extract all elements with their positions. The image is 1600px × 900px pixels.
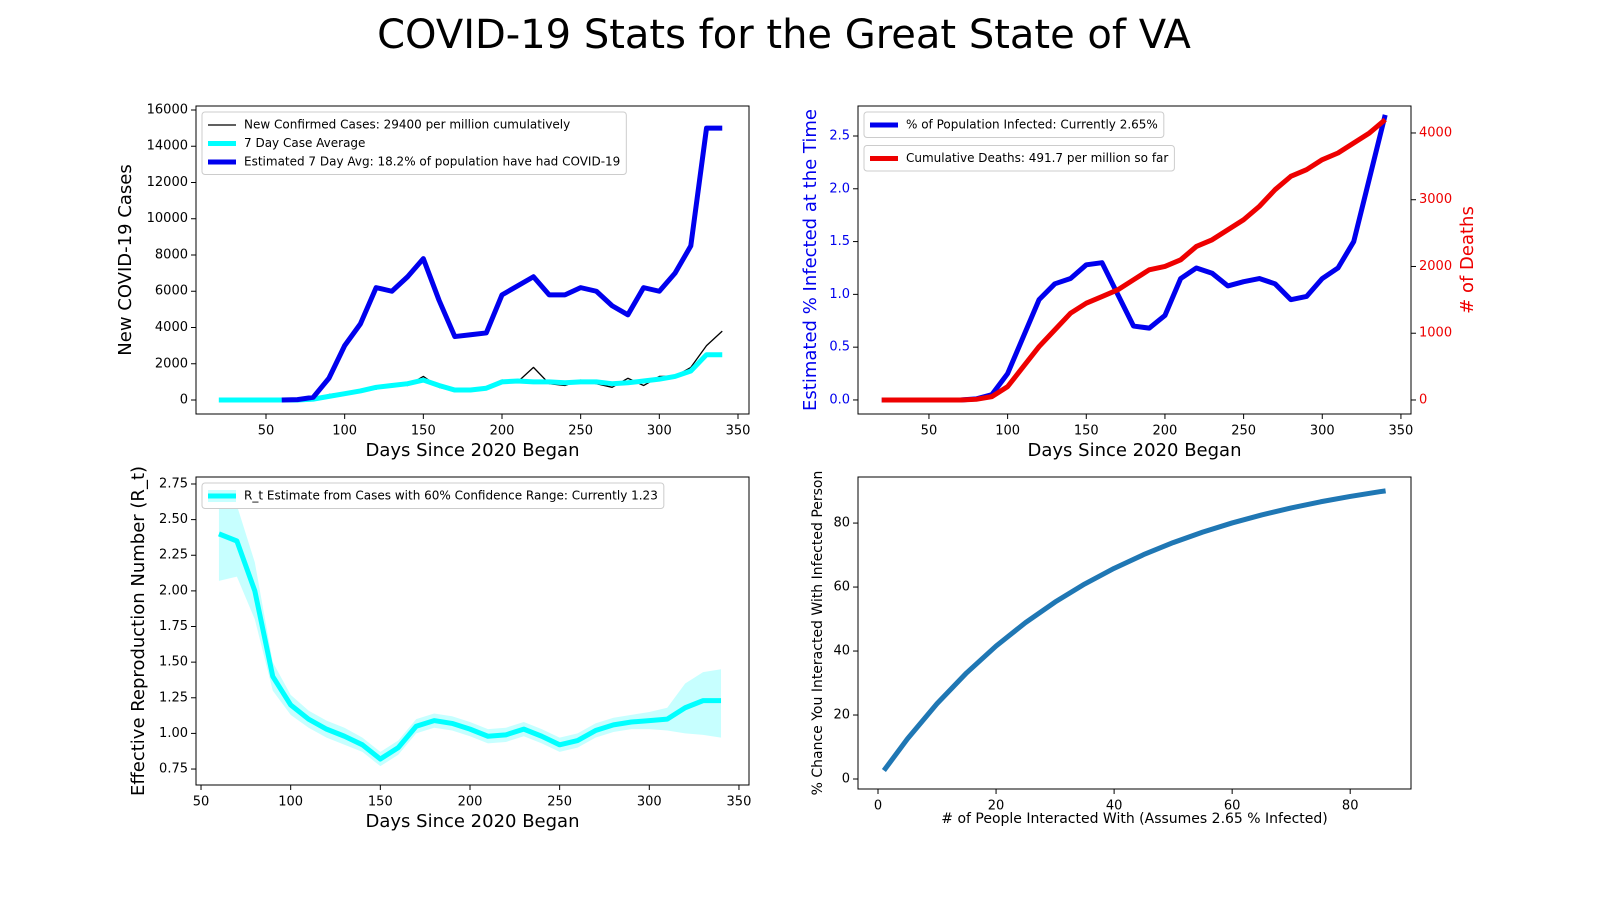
x-tick-label: 300 xyxy=(637,795,662,810)
x-tick-label: 350 xyxy=(727,795,752,810)
y-tick-label: 2000 xyxy=(155,356,188,371)
y-tick-label: 1.00 xyxy=(159,726,188,741)
x-tick-label: 250 xyxy=(1231,424,1256,439)
y-tick-label: 0.0 xyxy=(829,392,850,407)
x-axis-label: Days Since 2020 Began xyxy=(366,440,580,461)
series-line xyxy=(881,488,1386,773)
x-tick-label: 60 xyxy=(1224,799,1241,814)
y-tick-label: 80 xyxy=(833,516,850,531)
y-tick-label: 20 xyxy=(833,708,850,723)
legend-label: % of Population Infected: Currently 2.65… xyxy=(906,118,1158,132)
y-axis-label: Estimated % Infected at the Time xyxy=(800,109,821,411)
x-tick-label: 80 xyxy=(1342,799,1359,814)
x-tick-label: 200 xyxy=(1153,424,1178,439)
chart-panel: 50 100 150 200 250 300 350 0 2000 4000 6000 8000 100… xyxy=(115,102,750,461)
y-tick-label: 1.25 xyxy=(159,690,188,705)
y-tick-label: 12000 xyxy=(147,175,188,190)
y-tick-label: 2.5 xyxy=(829,128,850,143)
plot-frame xyxy=(195,105,750,415)
x-tick-label: 300 xyxy=(1310,424,1335,439)
y2-tick-label: 3000 xyxy=(1419,192,1452,207)
x-tick-label: 350 xyxy=(1389,424,1414,439)
legend-label: Cumulative Deaths: 491.7 per million so … xyxy=(906,151,1168,165)
x-axis-label: # of People Interacted With (Assumes 2.6… xyxy=(941,811,1327,827)
x-tick-label: 150 xyxy=(411,424,436,439)
y2-tick-label: 0 xyxy=(1419,392,1427,407)
y-tick-label: 2.50 xyxy=(159,512,188,527)
y2-axis-label: # of Deaths xyxy=(1457,206,1478,314)
x-tick-label: 100 xyxy=(995,424,1020,439)
y-tick-label: 2.75 xyxy=(159,476,188,491)
legend: R_t Estimate from Cases with 60% Confide… xyxy=(201,482,665,509)
series-line xyxy=(281,125,723,403)
y-tick-label: 0 xyxy=(180,393,188,408)
series-line xyxy=(218,531,722,762)
y2-tick-label: 1000 xyxy=(1419,326,1452,341)
y2-tick-label: 2000 xyxy=(1419,259,1452,274)
y-tick-label: 2.0 xyxy=(829,181,850,196)
y-tick-label: 1.5 xyxy=(829,234,850,249)
x-tick-label: 350 xyxy=(726,424,751,439)
legend: % of Population Infected: Currently 2.65… xyxy=(863,111,1165,138)
x-tick-label: 150 xyxy=(1074,424,1099,439)
plot-frame xyxy=(857,105,1412,415)
y-tick-label: 10000 xyxy=(147,211,188,226)
figure-title: COVID-19 Stats for the Great State of VA xyxy=(377,12,1191,58)
y-tick-label: 0 xyxy=(842,772,850,787)
x-tick-label: 300 xyxy=(647,424,672,439)
y-axis-label: New COVID-19 Cases xyxy=(115,164,136,355)
x-tick-label: 40 xyxy=(1106,799,1123,814)
chart-panel: 0 20 40 60 80 0 20 40 60 80 # of People Interacted… xyxy=(810,471,1412,827)
x-tick-label: 100 xyxy=(278,795,303,810)
x-tick-label: 50 xyxy=(258,424,275,439)
y-tick-label: 60 xyxy=(833,580,850,595)
y2-tick-label: 4000 xyxy=(1419,125,1452,140)
legend: Cumulative Deaths: 491.7 per million so … xyxy=(863,145,1175,172)
y-axis-label: % Chance You Interacted With Infected Pe… xyxy=(810,471,826,796)
y-tick-label: 8000 xyxy=(155,247,188,262)
y-tick-label: 40 xyxy=(833,644,850,659)
plot-frame xyxy=(195,476,750,786)
series-line xyxy=(881,117,1387,403)
x-tick-label: 100 xyxy=(332,424,357,439)
y-axis-label: Effective Reproduction Number (R_t) xyxy=(128,466,149,796)
x-axis-label: Days Since 2020 Began xyxy=(366,811,580,832)
y-tick-label: 6000 xyxy=(155,284,188,299)
y-tick-label: 1.50 xyxy=(159,655,188,670)
x-axis-label: Days Since 2020 Began xyxy=(1028,440,1242,461)
y-tick-label: 0.75 xyxy=(159,762,188,777)
x-tick-label: 20 xyxy=(988,799,1005,814)
legend-box xyxy=(201,482,665,509)
legend-box xyxy=(863,111,1165,138)
x-tick-label: 250 xyxy=(547,795,572,810)
x-tick-label: 200 xyxy=(490,424,515,439)
y-tick-label: 0.5 xyxy=(829,340,850,355)
legend-box xyxy=(863,145,1175,172)
legend-label: 7 Day Case Average xyxy=(244,136,365,150)
chart-panel: 50 100 150 200 250 300 350 0.75 1.00 1.25 1.50 1.75… xyxy=(128,466,751,832)
y-tick-label: 2.25 xyxy=(159,548,188,563)
legend-label: New Confirmed Cases: 29400 per million c… xyxy=(244,118,570,132)
y-tick-label: 14000 xyxy=(147,139,188,154)
y-tick-label: 16000 xyxy=(147,102,188,117)
x-tick-label: 200 xyxy=(458,795,483,810)
legend: New Confirmed Cases: 29400 per million c… xyxy=(201,111,627,175)
x-tick-label: 0 xyxy=(874,799,882,814)
y-tick-label: 4000 xyxy=(155,320,188,335)
plot-frame xyxy=(857,476,1412,790)
legend-label: R_t Estimate from Cases with 60% Confide… xyxy=(244,489,658,503)
x-tick-label: 50 xyxy=(193,795,210,810)
legend-box xyxy=(201,111,627,175)
x-tick-label: 50 xyxy=(921,424,938,439)
y-tick-label: 1.75 xyxy=(159,619,188,634)
y-tick-label: 2.00 xyxy=(159,583,188,598)
x-tick-label: 250 xyxy=(568,424,593,439)
y-tick-label: 1.0 xyxy=(829,287,850,302)
chart-panel: 50 100 150 200 250 300 350 0.0 0.5 1.0 1.5 2.0 2.5 0 1… xyxy=(800,105,1478,461)
legend-label: Estimated 7 Day Avg: 18.2% of population… xyxy=(244,155,620,169)
x-tick-label: 150 xyxy=(368,795,393,810)
